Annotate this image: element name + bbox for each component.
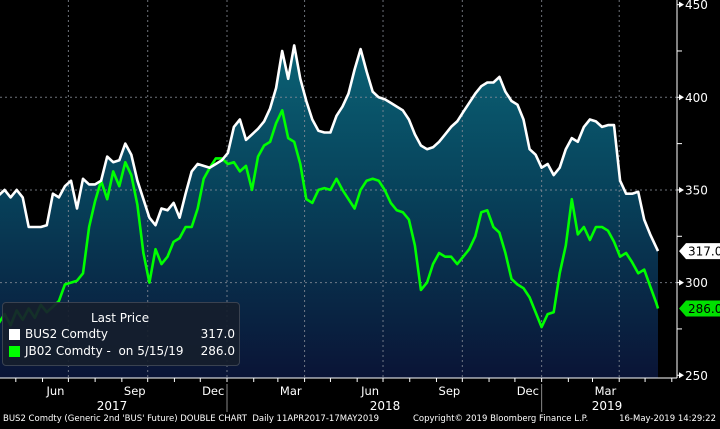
y-tick-arrow-icon xyxy=(679,94,684,101)
last-value-tag xyxy=(679,243,720,260)
y-tick-arrow-icon xyxy=(679,186,684,193)
y-tick-arrow-icon xyxy=(679,279,684,286)
footer-description: BUS2 Comdty (Generic 2nd 'BUS' Future) D… xyxy=(3,414,380,424)
x-month-label: Mar xyxy=(280,384,302,398)
x-month-label: Jun xyxy=(360,384,379,398)
x-month-label: Mar xyxy=(595,384,617,398)
x-month-label: Sep xyxy=(439,384,461,398)
last-value-label: 317.0 xyxy=(688,245,720,259)
area-fill-bus2 xyxy=(0,45,658,378)
x-year-label: 2017 xyxy=(97,399,128,413)
y-tick-label: 450 xyxy=(685,0,708,12)
y-tick-arrow-icon xyxy=(679,1,684,8)
last-value-label: 286.0 xyxy=(688,302,720,316)
legend-entry-jb02: JB02 Comdty - on 5/15/19 286.0 xyxy=(9,344,235,359)
y-tick-label: 250 xyxy=(685,369,708,383)
last-value-tag xyxy=(679,300,720,317)
y-tick-label: 350 xyxy=(685,183,708,197)
footer-copyright: Copyright© 2019 Bloomberg Finance L.P. xyxy=(413,414,589,424)
legend-entry-value: 286.0 xyxy=(200,344,235,358)
legend-entry-name: BUS2 Comdty xyxy=(25,327,108,341)
legend-entry-value: 317.0 xyxy=(200,327,235,341)
series-line-bus2 xyxy=(0,44,660,252)
y-tick-arrow-icon xyxy=(679,372,684,379)
x-month-label: Jun xyxy=(45,384,64,398)
x-month-label: Dec xyxy=(517,384,539,398)
legend-entry-bus2: BUS2 Comdty 317.0 xyxy=(9,327,235,342)
y-tick-label: 400 xyxy=(685,91,708,105)
legend-swatch-green xyxy=(9,346,20,357)
x-year-label: 2018 xyxy=(370,399,401,413)
x-month-label: Sep xyxy=(124,384,146,398)
legend-title: Last Price xyxy=(91,311,150,325)
series-line-jb02 xyxy=(0,109,660,329)
footer-timestamp: 16-May-2019 14:29:22 xyxy=(619,414,716,424)
legend-entry-name: JB02 Comdty - on 5/15/19 xyxy=(25,344,184,358)
legend-swatch-white xyxy=(9,329,20,340)
x-month-label: Dec xyxy=(202,384,224,398)
y-tick-label: 300 xyxy=(685,276,708,290)
x-year-label: 2019 xyxy=(592,399,623,413)
legend: Last Price BUS2 Comdty 317.0 JB02 Comdty… xyxy=(2,302,240,366)
